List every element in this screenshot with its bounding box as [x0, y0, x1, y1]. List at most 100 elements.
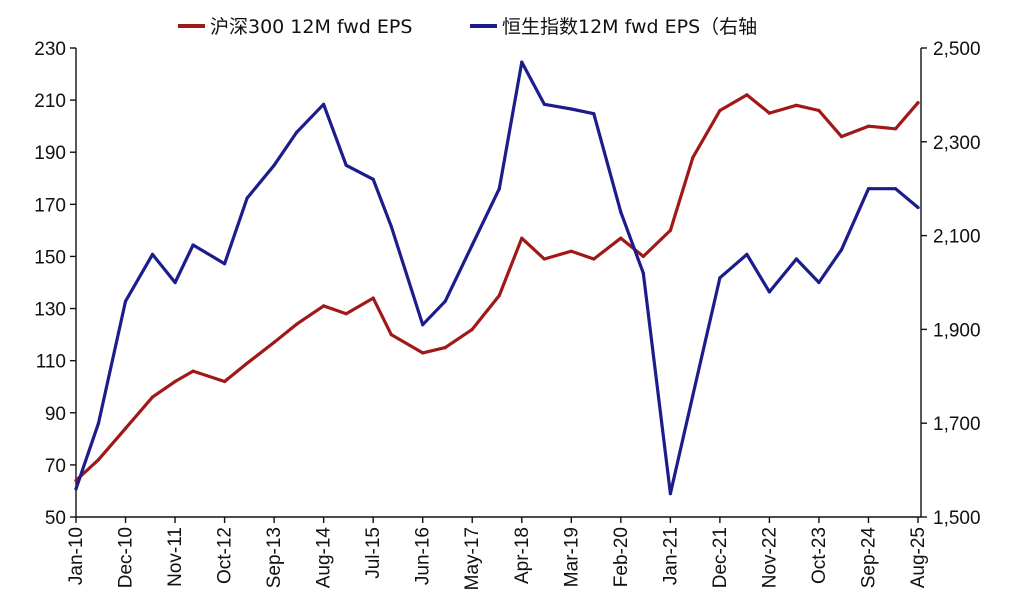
- data-point-hs300: [344, 312, 348, 316]
- x-tick-label: Sep-24: [858, 527, 879, 589]
- y-tick-label-left: 170: [34, 195, 66, 216]
- x-tick-label: Aug-25: [908, 527, 929, 588]
- data-point-hsi: [223, 262, 227, 266]
- data-point-hsi: [542, 102, 546, 106]
- data-point-hs300: [389, 333, 393, 337]
- x-tick-label: Nov-22: [759, 527, 780, 588]
- data-point-hs300: [74, 478, 78, 483]
- x-tick-label: Apr-18: [512, 527, 533, 584]
- data-point-hsi: [866, 187, 871, 191]
- data-point-hs300: [223, 379, 227, 384]
- data-point-hs300: [421, 351, 425, 355]
- data-point-hsi: [173, 280, 177, 285]
- data-point-hs300: [173, 379, 177, 384]
- data-point-hsi: [443, 299, 447, 303]
- x-tick-label: Nov-11: [165, 527, 186, 587]
- x-tick-label: Dec-21: [710, 527, 731, 588]
- data-point-hs300: [520, 236, 524, 240]
- data-point-hsi: [668, 492, 673, 496]
- data-point-hsi: [96, 421, 101, 425]
- series-line-hsi: [74, 60, 920, 496]
- data-point-hs300: [866, 124, 871, 128]
- legend: 沪深300 12M fwd EPS 恒生指数12M fwd EPS（右轴: [178, 16, 757, 38]
- data-point-hsi: [767, 290, 772, 294]
- series-line-hs300: [74, 93, 920, 483]
- x-tick-label: Jul-15: [363, 527, 384, 579]
- data-point-hs300: [718, 108, 722, 113]
- y-tick-label-left: 70: [45, 456, 66, 477]
- y-tick-label-left: 210: [34, 91, 66, 112]
- data-point-hsi: [344, 163, 348, 167]
- data-point-hs300: [916, 101, 920, 105]
- y-tick-label-left: 190: [34, 143, 66, 164]
- data-point-hs300: [893, 127, 898, 131]
- x-tick-label: Mar-19: [561, 527, 582, 587]
- data-point-hs300: [817, 108, 821, 113]
- data-point-hsi: [150, 252, 155, 256]
- data-point-hs300: [96, 458, 101, 462]
- data-point-hsi: [272, 163, 276, 167]
- y-tick-label-right: 2,100: [933, 227, 981, 248]
- y-tick-label-left: 230: [34, 39, 66, 60]
- data-point-hs300: [641, 254, 645, 258]
- y-tick-label-right: 1,900: [933, 320, 981, 341]
- data-point-hsi: [794, 257, 799, 261]
- data-point-hsi: [470, 243, 474, 247]
- data-point-hsi: [322, 102, 326, 106]
- data-point-hsi: [893, 187, 898, 191]
- data-point-hs300: [745, 93, 749, 97]
- series-layer: [74, 60, 920, 496]
- y-tick-label-left: 150: [34, 247, 66, 268]
- data-point-hsi: [191, 243, 195, 247]
- data-point-hsi: [389, 224, 393, 228]
- data-point-hs300: [497, 293, 501, 298]
- y-tick-label-left: 130: [34, 300, 66, 321]
- x-tick-label: Sep-13: [264, 527, 285, 588]
- y-tick-label-left: 110: [36, 352, 66, 373]
- data-point-hs300: [767, 111, 772, 115]
- x-tick-label: Jan-10: [66, 527, 87, 585]
- y-tick-label-right: 1,500: [933, 508, 981, 529]
- data-point-hsi: [497, 187, 501, 191]
- x-tick-label: Jun-16: [413, 527, 434, 585]
- data-point-hsi: [817, 280, 821, 285]
- data-point-hs300: [839, 135, 844, 139]
- data-point-hsi: [641, 271, 645, 275]
- data-point-hs300: [542, 257, 546, 261]
- data-point-hs300: [569, 249, 573, 253]
- x-tick-label: Aug-14: [314, 527, 335, 589]
- y-tick-label-right: 2,500: [933, 39, 981, 60]
- data-point-hs300: [295, 322, 299, 326]
- axes: 50 70 90 110 130 150 170 190 210 230 1,500 1,700 1,9…: [34, 39, 980, 590]
- x-tick-label: May-17: [462, 527, 483, 590]
- data-point-hsi: [245, 196, 249, 200]
- data-point-hs300: [691, 155, 695, 159]
- x-tick-label: Jan-21: [660, 527, 681, 585]
- data-point-hsi: [718, 276, 722, 280]
- legend-label-hs300: 沪深300 12M fwd EPS: [210, 16, 412, 38]
- x-tick-label: Oct-12: [215, 527, 236, 584]
- data-point-hs300: [150, 395, 155, 399]
- data-point-hs300: [191, 369, 195, 373]
- data-point-hsi: [123, 299, 128, 303]
- data-point-hsi: [619, 210, 623, 214]
- data-point-hsi: [916, 205, 920, 210]
- data-point-hs300: [794, 103, 799, 107]
- y-tick-label-right: 2,300: [933, 133, 981, 154]
- data-point-hsi: [592, 112, 596, 116]
- data-point-hsi: [295, 130, 299, 134]
- data-point-hs300: [470, 327, 474, 331]
- data-point-hs300: [592, 257, 596, 261]
- data-point-hs300: [123, 426, 128, 430]
- data-point-hs300: [272, 340, 276, 344]
- x-tick-label: Oct-23: [809, 527, 830, 584]
- data-point-hs300: [245, 361, 249, 365]
- data-point-hs300: [668, 228, 673, 232]
- data-point-hs300: [619, 236, 623, 240]
- data-point-hsi: [520, 60, 524, 64]
- data-point-hs300: [443, 346, 447, 350]
- y-tick-label-left: 50: [45, 508, 66, 529]
- data-point-hsi: [745, 252, 749, 256]
- legend-label-hsi: 恒生指数12M fwd EPS（右轴: [502, 16, 757, 38]
